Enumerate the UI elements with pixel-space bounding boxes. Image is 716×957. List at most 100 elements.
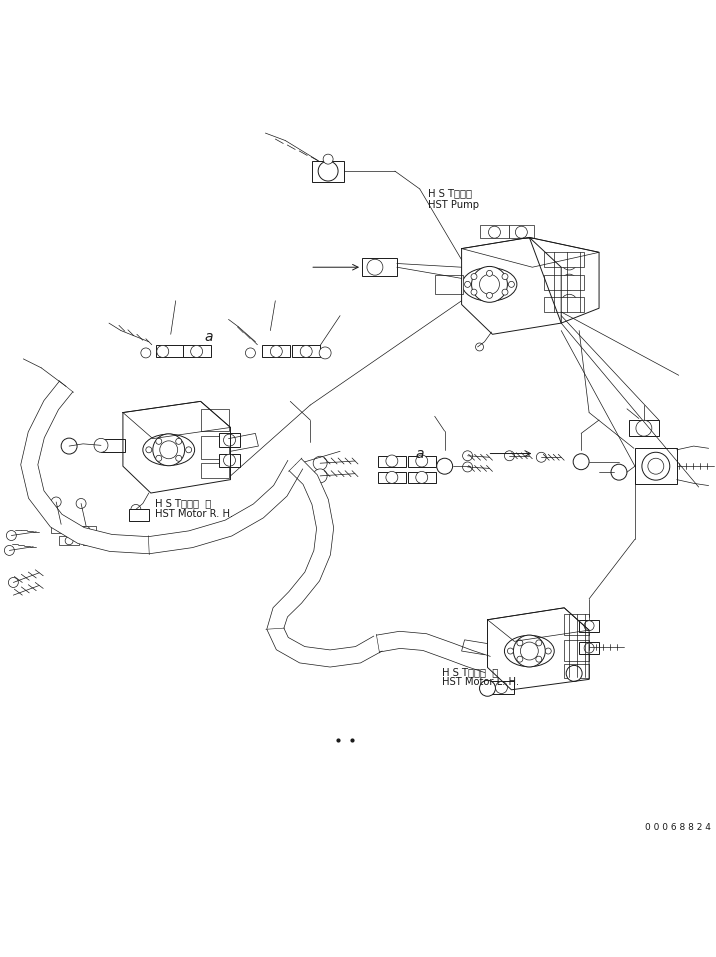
Circle shape	[323, 154, 333, 165]
Text: HST Motor R. H.: HST Motor R. H.	[155, 509, 233, 519]
Ellipse shape	[142, 434, 195, 465]
Bar	[564, 613, 589, 634]
Circle shape	[463, 462, 473, 472]
Bar	[129, 509, 149, 521]
Text: HST Motor L. H.: HST Motor L. H.	[442, 678, 519, 687]
Bar	[564, 664, 589, 678]
Circle shape	[480, 275, 500, 295]
Circle shape	[471, 274, 477, 279]
Text: HST Pump: HST Pump	[428, 200, 479, 210]
Bar	[509, 225, 534, 238]
Bar	[378, 456, 406, 467]
Circle shape	[584, 643, 594, 653]
Bar	[76, 525, 96, 535]
PathPatch shape	[21, 381, 303, 554]
Circle shape	[89, 537, 97, 545]
Circle shape	[185, 447, 192, 453]
Bar	[480, 225, 509, 238]
Bar	[635, 448, 677, 484]
Circle shape	[517, 640, 523, 646]
Circle shape	[246, 348, 256, 358]
Circle shape	[313, 456, 327, 470]
Circle shape	[516, 226, 528, 238]
Circle shape	[642, 453, 669, 480]
Circle shape	[437, 458, 453, 474]
Circle shape	[502, 274, 508, 279]
Circle shape	[367, 259, 383, 276]
Circle shape	[536, 453, 546, 462]
Text: H S Tモータ  右: H S Tモータ 右	[155, 499, 211, 508]
Circle shape	[508, 281, 514, 287]
Circle shape	[584, 621, 594, 631]
Bar	[200, 463, 228, 478]
Bar	[218, 454, 241, 467]
PathPatch shape	[377, 632, 490, 673]
Circle shape	[57, 524, 65, 532]
Circle shape	[513, 635, 546, 667]
Circle shape	[271, 345, 282, 357]
Bar	[200, 436, 228, 458]
Circle shape	[488, 226, 500, 238]
PathPatch shape	[267, 458, 382, 667]
Circle shape	[319, 347, 331, 359]
Bar	[544, 297, 584, 312]
Bar	[292, 345, 320, 357]
Circle shape	[505, 451, 514, 460]
Bar	[101, 438, 125, 452]
Circle shape	[146, 447, 152, 453]
Bar	[378, 472, 406, 483]
Circle shape	[472, 266, 508, 302]
Circle shape	[153, 434, 185, 466]
Bar	[156, 345, 184, 357]
Circle shape	[82, 526, 90, 534]
Bar	[52, 523, 71, 532]
Text: H S Tボンプ: H S Tボンプ	[428, 189, 472, 198]
Circle shape	[141, 348, 151, 358]
Circle shape	[223, 455, 236, 466]
Bar	[312, 161, 344, 182]
Circle shape	[465, 281, 470, 287]
Bar	[579, 642, 599, 654]
Bar	[59, 536, 79, 545]
Circle shape	[131, 504, 141, 515]
Circle shape	[486, 271, 493, 277]
Circle shape	[480, 680, 495, 697]
Ellipse shape	[505, 635, 554, 667]
Circle shape	[546, 648, 551, 654]
Circle shape	[611, 464, 627, 480]
Circle shape	[76, 499, 86, 508]
Circle shape	[416, 472, 427, 483]
Circle shape	[223, 434, 236, 446]
Circle shape	[561, 254, 577, 270]
Circle shape	[536, 640, 542, 646]
Circle shape	[61, 438, 77, 454]
Circle shape	[65, 537, 73, 545]
Bar	[544, 253, 584, 267]
Bar	[435, 275, 463, 294]
Circle shape	[94, 438, 108, 453]
Circle shape	[486, 293, 493, 299]
Text: 0 0 0 6 8 8 2 4: 0 0 0 6 8 8 2 4	[645, 823, 711, 832]
Circle shape	[536, 657, 542, 662]
Text: a: a	[205, 330, 213, 345]
Circle shape	[447, 277, 463, 292]
Bar	[408, 456, 436, 467]
Circle shape	[157, 345, 169, 357]
Circle shape	[52, 497, 61, 507]
Circle shape	[300, 345, 312, 357]
Bar	[490, 680, 514, 694]
Bar	[579, 620, 599, 632]
Ellipse shape	[462, 268, 517, 301]
Circle shape	[471, 289, 477, 295]
Bar	[629, 420, 659, 436]
Circle shape	[648, 458, 664, 474]
Circle shape	[175, 456, 182, 461]
Circle shape	[318, 161, 338, 181]
Bar	[200, 409, 228, 432]
Bar	[183, 345, 211, 357]
Bar	[564, 640, 589, 660]
Bar	[544, 275, 584, 290]
Circle shape	[156, 438, 162, 444]
Text: a: a	[415, 447, 424, 460]
Circle shape	[502, 289, 508, 295]
